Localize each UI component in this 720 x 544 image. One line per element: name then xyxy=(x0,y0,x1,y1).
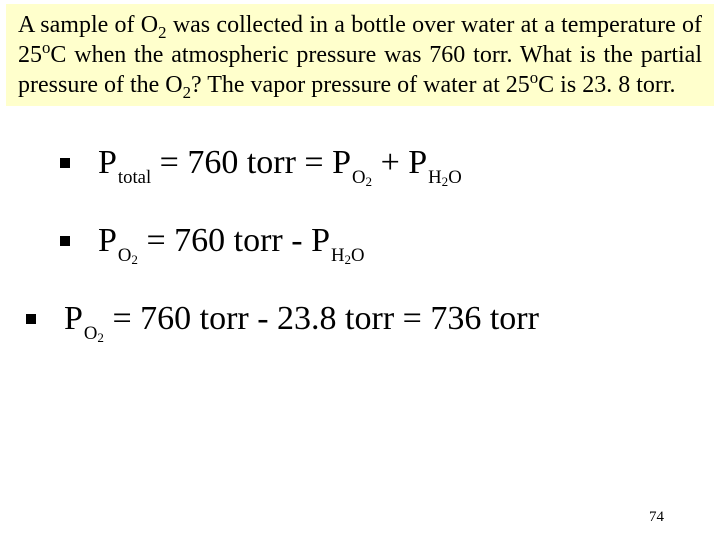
eq1-PH: P xyxy=(408,144,427,182)
eq2-PH: P xyxy=(311,222,330,260)
eq1-mid: = 760 torr = xyxy=(160,144,332,181)
eq3-O: O xyxy=(84,323,98,344)
subscript-2: 2 xyxy=(183,83,191,102)
subscript-1: 2 xyxy=(158,23,166,42)
eq2-H2: 2 xyxy=(344,252,351,267)
equations-block: Ptotal = 760 torr = PO2 + PH2O PO2 = 760… xyxy=(0,144,720,338)
eq1-plus: + xyxy=(381,144,400,181)
problem-text-4: ? The vapor pressure of water at 25 xyxy=(191,72,530,98)
superscript-2: o xyxy=(530,68,538,87)
eq2-O: O xyxy=(118,245,132,266)
eq2-PO: P xyxy=(98,222,117,260)
bullet-icon xyxy=(60,158,70,168)
page-number: 74 xyxy=(649,509,664,526)
eq2-HO: O xyxy=(351,245,365,266)
eq1-PO: P xyxy=(332,144,351,182)
eq1-H: H xyxy=(428,167,442,188)
bullet-icon xyxy=(26,314,36,324)
eq1-P: P xyxy=(98,144,117,182)
eq3-PO: P xyxy=(64,300,83,338)
eq3-rest: = 760 torr - 23.8 torr = 736 torr xyxy=(112,300,538,337)
eq1-O: O xyxy=(352,167,366,188)
eq2-O2: 2 xyxy=(131,252,138,267)
equation-1-text: Ptotal = 760 torr = PO2 + PH2O xyxy=(98,144,462,182)
problem-statement: A sample of O2 was collected in a bottle… xyxy=(6,4,714,106)
eq1-H2: 2 xyxy=(442,174,449,189)
eq1-HO: O xyxy=(448,167,462,188)
equation-3: PO2 = 760 torr - 23.8 torr = 736 torr xyxy=(26,300,720,338)
eq2-H: H xyxy=(331,245,345,266)
eq1-O2: 2 xyxy=(366,174,373,189)
problem-text-1: A sample of O xyxy=(18,12,158,38)
eq3-O2: 2 xyxy=(97,330,104,345)
equation-3-text: PO2 = 760 torr - 23.8 torr = 736 torr xyxy=(64,300,539,338)
equation-1: Ptotal = 760 torr = PO2 + PH2O xyxy=(60,144,720,182)
eq1-total: total xyxy=(118,167,151,189)
eq2-mid: = 760 torr - xyxy=(146,222,311,259)
bullet-icon xyxy=(60,236,70,246)
equation-2-text: PO2 = 760 torr - PH2O xyxy=(98,222,365,260)
problem-text-5: C is 23. 8 torr. xyxy=(538,72,675,98)
equation-2: PO2 = 760 torr - PH2O xyxy=(60,222,720,260)
